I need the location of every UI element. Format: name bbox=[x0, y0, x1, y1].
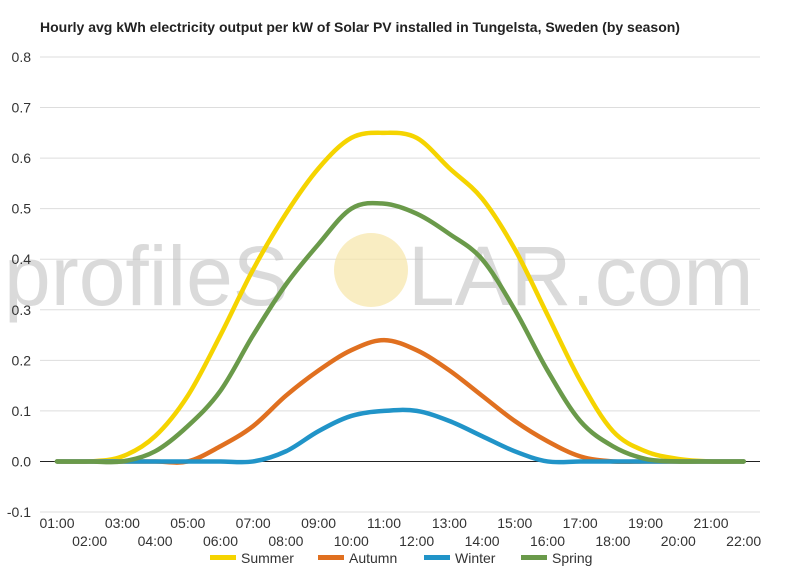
legend-label-winter: Winter bbox=[455, 550, 496, 566]
x-tick-label: 05:00 bbox=[170, 515, 205, 531]
x-tick-label: 10:00 bbox=[334, 533, 369, 549]
x-tick-label: 03:00 bbox=[105, 515, 140, 531]
x-tick-label: 11:00 bbox=[367, 515, 401, 531]
legend-label-spring: Spring bbox=[552, 550, 592, 566]
x-tick-label: 21:00 bbox=[693, 515, 728, 531]
x-tick-label: 20:00 bbox=[661, 533, 696, 549]
series-line-spring bbox=[54, 200, 746, 465]
series-lines bbox=[54, 130, 746, 465]
y-axis-ticks: 0.8 0.7 0.6 0.5 0.4 0.3 0.2 0.1 0.0 -0.1 bbox=[7, 49, 31, 520]
series-line-summer bbox=[54, 130, 746, 465]
x-axis-ticks: 01:00 02:00 03:00 04:00 05:00 06:00 07:00 08:00… bbox=[39, 515, 761, 549]
x-tick-label: 14:00 bbox=[465, 533, 500, 549]
watermark-sun-icon bbox=[334, 233, 408, 307]
x-tick-label: 02:00 bbox=[72, 533, 107, 549]
watermark-text-left: profileS bbox=[4, 229, 289, 323]
y-tick-label: 0.6 bbox=[12, 150, 32, 166]
x-tick-label: 01:00 bbox=[39, 515, 74, 531]
x-tick-label: 12:00 bbox=[399, 533, 434, 549]
y-tick-label: 0.4 bbox=[12, 251, 32, 267]
x-tick-label: 18:00 bbox=[595, 533, 630, 549]
legend-swatch-spring bbox=[521, 555, 547, 560]
x-tick-label: 16:00 bbox=[530, 533, 565, 549]
series-line-autumn bbox=[54, 337, 746, 465]
legend: Summer Autumn Winter Spring bbox=[210, 550, 592, 566]
y-tick-label: 0.1 bbox=[12, 403, 32, 419]
x-tick-label: 15:00 bbox=[497, 515, 532, 531]
legend-swatch-winter bbox=[424, 555, 450, 560]
series-line-winter bbox=[54, 407, 746, 465]
x-tick-label: 07:00 bbox=[236, 515, 271, 531]
legend-label-autumn: Autumn bbox=[349, 550, 397, 566]
x-tick-label: 17:00 bbox=[563, 515, 598, 531]
x-tick-label: 04:00 bbox=[138, 533, 173, 549]
x-tick-label: 06:00 bbox=[203, 533, 238, 549]
legend-label-summer: Summer bbox=[241, 550, 294, 566]
legend-swatch-summer bbox=[210, 555, 236, 560]
y-tick-label: 0.8 bbox=[12, 49, 32, 65]
chart-title: Hourly avg kWh electricity output per kW… bbox=[40, 19, 680, 35]
x-tick-label: 19:00 bbox=[628, 515, 663, 531]
watermark: profileS LAR.com bbox=[4, 229, 753, 323]
x-tick-label: 22:00 bbox=[726, 533, 761, 549]
y-tick-label: 0.7 bbox=[12, 100, 32, 116]
y-tick-label: 0.3 bbox=[12, 302, 32, 318]
y-tick-label: 0.0 bbox=[12, 453, 32, 469]
x-tick-label: 08:00 bbox=[268, 533, 303, 549]
x-tick-label: 09:00 bbox=[301, 515, 336, 531]
legend-swatch-autumn bbox=[318, 555, 344, 560]
y-tick-label: -0.1 bbox=[7, 504, 31, 520]
y-tick-label: 0.2 bbox=[12, 352, 32, 368]
x-tick-label: 13:00 bbox=[432, 515, 467, 531]
y-tick-label: 0.5 bbox=[12, 201, 32, 217]
